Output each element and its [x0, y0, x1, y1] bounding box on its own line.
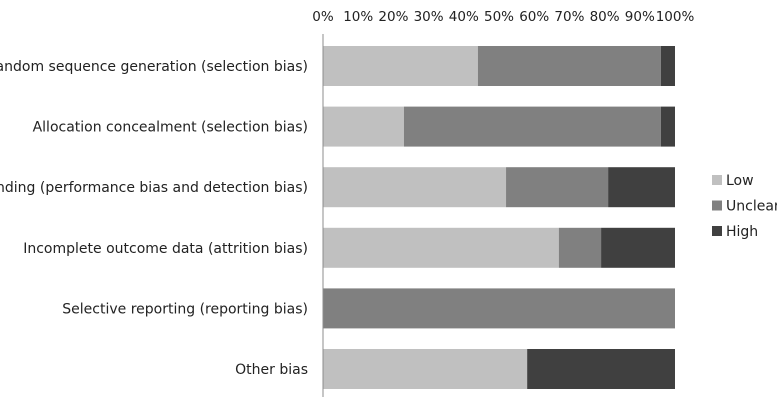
bar-segment-low: [323, 349, 528, 389]
bar-segment-high: [660, 46, 675, 86]
x-tick-label: 40%: [449, 9, 479, 25]
bar-segment-low: [323, 167, 507, 208]
x-tick-label: 90%: [625, 9, 655, 25]
category-label: Allocation concealment (selection bias): [33, 120, 308, 136]
x-tick-label: 80%: [590, 9, 620, 25]
category-label: Selective reporting (reporting bias): [62, 301, 308, 317]
x-tick-label: 20%: [378, 9, 408, 25]
category-label: Random sequence generation (selection bi…: [0, 59, 308, 75]
bar-segment-low: [323, 227, 559, 268]
bars-layer: [323, 46, 675, 389]
axis-layer: 0% 10% 20% 30% 40% 50% 60% 70% 80% 90% 100% Random …: [0, 9, 694, 397]
legend-swatch-high: [712, 226, 722, 236]
legend-swatch-low: [712, 175, 722, 185]
x-tick-label: 60%: [519, 9, 549, 25]
bar-segment-low: [323, 106, 404, 147]
bar-segment-unclear: [477, 46, 661, 86]
x-tick-label: 0%: [312, 9, 334, 25]
x-tick-label: 50%: [484, 9, 514, 25]
x-tick-label: 30%: [414, 9, 444, 25]
bar-segment-unclear: [403, 106, 661, 147]
x-tick-label: 70%: [554, 9, 584, 25]
x-tick-label: 10%: [343, 9, 373, 25]
bar-segment-unclear: [558, 227, 602, 268]
bar-segment-high: [660, 106, 675, 147]
bar-segment-high: [601, 227, 675, 268]
category-label: Other bias: [235, 362, 308, 378]
legend: Low Unclear High: [712, 173, 777, 240]
category-label: Incomplete outcome data (attrition bias): [23, 241, 308, 257]
legend-swatch-unclear: [712, 200, 722, 211]
x-tick-label: 100%: [656, 9, 695, 25]
legend-label-unclear: Unclear: [726, 199, 777, 215]
bar-segment-unclear: [323, 288, 675, 329]
bar-segment-unclear: [506, 167, 609, 208]
bar-segment-high: [527, 349, 675, 389]
bar-segment-high: [608, 167, 675, 208]
legend-label-low: Low: [726, 173, 754, 189]
category-label: Blinding (performance bias and detection…: [0, 180, 308, 196]
legend-label-high: High: [726, 224, 758, 240]
bar-segment-low: [323, 46, 478, 86]
